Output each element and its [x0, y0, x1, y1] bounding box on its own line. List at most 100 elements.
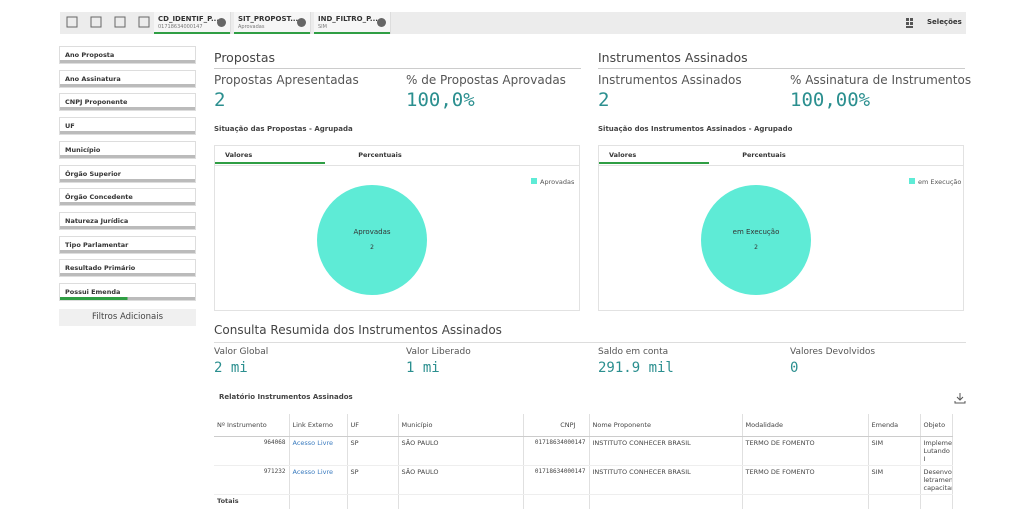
filter-bar: [60, 202, 195, 205]
filter-label: UF: [65, 122, 75, 130]
filter-label: Município: [65, 146, 100, 154]
selection-field: IND_FILTRO_P...: [318, 15, 378, 23]
pie-slice: [701, 185, 811, 295]
column-header[interactable]: Objeto: [920, 414, 952, 437]
legend-swatch: [531, 178, 537, 184]
summary-label: Valor Liberado: [406, 347, 471, 357]
clear-selection[interactable]: [377, 18, 386, 27]
filter-item[interactable]: Órgão Concedente: [59, 188, 196, 206]
chart-box: ValoresPercentuaisem Execução2em Execuçã…: [598, 145, 964, 311]
filter-label: Órgão Superior: [65, 170, 121, 178]
pie-chart: Aprovadas2Aprovadas: [215, 166, 579, 310]
filter-bar: [60, 273, 195, 276]
column-header[interactable]: Nº Instrumento: [214, 414, 289, 437]
kpi-label: Propostas Apresentadas: [214, 73, 359, 87]
pie-chart: em Execução 2 em Execução: [599, 166, 963, 310]
chart-tab[interactable]: Valores: [599, 146, 709, 164]
column-label: Emenda: [872, 421, 899, 429]
column-label: Modalidade: [746, 421, 784, 429]
table-cell: SIM: [868, 466, 920, 495]
toolbar: Seleções CD_IDENTIF_P...01718634000147SI…: [60, 12, 966, 34]
filter-bar: [60, 131, 195, 134]
filter-item[interactable]: Natureza Jurídica: [59, 212, 196, 230]
summary-label: Valor Global: [214, 347, 268, 357]
table-cell: SIM: [868, 437, 920, 466]
filter-bar: [60, 297, 195, 300]
filter-label: CNPJ Proponente: [65, 98, 127, 106]
chart-tab[interactable]: Percentuais: [325, 146, 435, 165]
column-header[interactable]: Nome Proponente: [589, 414, 742, 437]
summary-label: Valores Devolvidos: [790, 347, 875, 357]
filter-bar: [60, 226, 195, 229]
kpi-value: 2: [214, 89, 225, 111]
filter-item[interactable]: Resultado Primário: [59, 259, 196, 277]
filter-bar: [60, 60, 195, 63]
column-label: Objeto: [924, 421, 946, 429]
table-cell: TERMO DE FOMENTO: [742, 466, 868, 495]
selection-value: SIM: [318, 24, 327, 30]
table-cell: 971232: [214, 466, 289, 495]
filter-label: Tipo Parlamentar: [65, 241, 128, 249]
selection-chip[interactable]: SIT_PROPOST...Aprovadas: [234, 12, 311, 34]
selection-bar-fill: [314, 32, 390, 34]
chart-box: ValoresPercentuaisAprovadas2Aprovadas: [214, 145, 580, 311]
table-cell: 01718634000147: [523, 437, 589, 466]
selections-button[interactable]: Seleções: [927, 18, 962, 26]
legend-label: em Execução: [918, 178, 961, 186]
slice-label: Aprovadas: [353, 228, 390, 236]
column-label: Link Externo: [293, 421, 334, 429]
chart-title: Situação dos Instrumentos Assinados - Ag…: [598, 125, 792, 133]
selection-field: CD_IDENTIF_P...: [158, 15, 219, 23]
external-link[interactable]: Acesso Livre: [289, 466, 347, 495]
toolbar-icons: [66, 16, 156, 30]
selection-field: SIT_PROPOST...: [238, 15, 298, 23]
filter-label: Órgão Concedente: [65, 193, 133, 201]
filter-label: Ano Assinatura: [65, 75, 121, 83]
table-cell: Desenvol letramen capacitar: [920, 466, 952, 495]
table-cell: SÃO PAULO: [398, 466, 523, 495]
column-header[interactable]: UF: [347, 414, 398, 437]
kpi-value: 2: [598, 89, 609, 111]
clear-selection[interactable]: [297, 18, 306, 27]
filter-item[interactable]: Tipo Parlamentar: [59, 236, 196, 254]
filter-item[interactable]: Ano Proposta: [59, 46, 196, 64]
chart-tab[interactable]: Valores: [215, 146, 325, 164]
column-header[interactable]: Link Externo: [289, 414, 347, 437]
slice-value: 2: [754, 244, 758, 251]
download-icon[interactable]: [954, 392, 966, 404]
selection-chip[interactable]: CD_IDENTIF_P...01718634000147: [154, 12, 231, 34]
column-header[interactable]: CNPJ: [523, 414, 589, 437]
selection-value: Aprovadas: [238, 24, 264, 30]
kpi-value: 100,00%: [790, 89, 870, 111]
column-header[interactable]: Município: [398, 414, 523, 437]
filter-item[interactable]: Ano Assinatura: [59, 70, 196, 88]
selection-chip[interactable]: IND_FILTRO_P...SIM: [314, 12, 391, 34]
chart-tab[interactable]: Percentuais: [709, 146, 819, 165]
filter-item[interactable]: Possui Emenda: [59, 283, 196, 301]
table-cell: INSTITUTO CONHECER BRASIL: [589, 437, 742, 466]
filter-item[interactable]: UF: [59, 117, 196, 135]
report-table: Nº Instrumento Link Externo UFMunicípioCNP…: [214, 414, 953, 509]
divider: [214, 342, 966, 343]
slice-label: em Execução: [733, 228, 780, 236]
filter-label: Resultado Primário: [65, 264, 135, 272]
table-row: 964068Acesso LivreSPSÃO PAULO01718634000…: [214, 437, 952, 466]
selections-icon[interactable]: [906, 18, 916, 28]
external-link[interactable]: Acesso Livre: [289, 437, 347, 466]
table-row: 971232Acesso LivreSPSÃO PAULO01718634000…: [214, 466, 952, 495]
column-header[interactable]: Emenda: [868, 414, 920, 437]
filter-bar: [60, 179, 195, 182]
more-filters-button[interactable]: Filtros Adicionais: [59, 309, 196, 326]
divider: [598, 68, 965, 69]
column-header[interactable]: Modalidade: [742, 414, 868, 437]
clear-selection[interactable]: [217, 18, 226, 27]
table-title: Relatório Instrumentos Assinados: [219, 393, 353, 401]
filter-item[interactable]: Município: [59, 141, 196, 159]
section-title: Instrumentos Assinados: [598, 50, 748, 65]
divider: [214, 68, 581, 69]
filter-item[interactable]: Órgão Superior: [59, 165, 196, 183]
kpi-value: 100,0%: [406, 89, 475, 111]
filter-item[interactable]: CNPJ Proponente: [59, 93, 196, 111]
summary-value: 2 mi: [214, 360, 248, 376]
legend-label: Aprovadas: [540, 178, 575, 186]
